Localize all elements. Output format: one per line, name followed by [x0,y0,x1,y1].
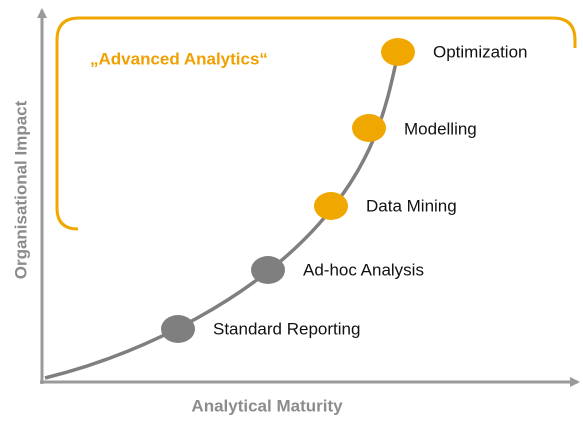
node-dot [161,315,195,343]
advanced-bracket [55,16,577,231]
node-dot [314,192,348,220]
node-dot [251,256,285,284]
node-label: Modelling [404,119,477,138]
node-label: Ad-hoc Analysis [303,260,424,279]
bracket-label: „Advanced Analytics“ [90,49,268,68]
x-axis-label: Analytical Maturity [191,396,343,415]
maturity-curve [44,44,402,380]
node-dot [352,114,386,142]
node-label: Optimization [433,42,527,61]
node-label: Standard Reporting [213,319,360,338]
node-dot [381,38,415,66]
y-axis-label: Organisational Impact [11,100,30,279]
node-label: Data Mining [366,196,457,215]
